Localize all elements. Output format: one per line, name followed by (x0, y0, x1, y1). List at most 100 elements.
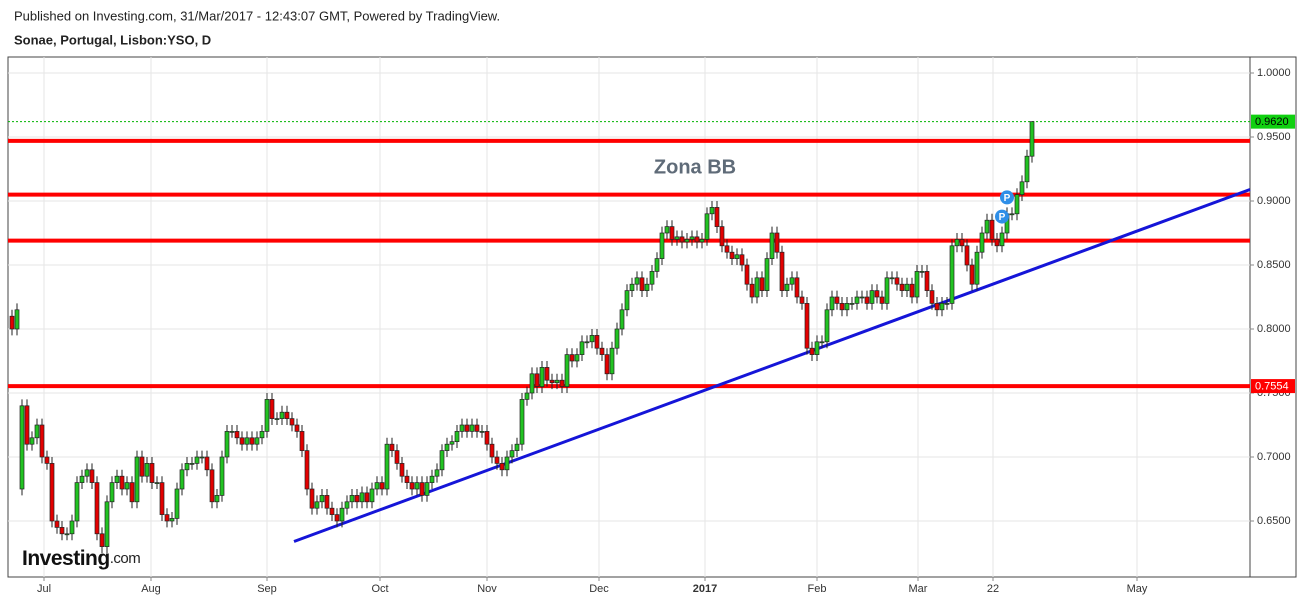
candle-body (819, 341, 825, 344)
candle-body (39, 424, 45, 458)
candle-body (969, 264, 975, 285)
zone-annotation: Zona BB (654, 156, 736, 178)
candle-body (619, 309, 625, 330)
candle-body (314, 501, 320, 509)
candle-body (259, 431, 265, 439)
symbol-title: Sonae, Portugal, Lisbon:YSO, D (14, 32, 211, 47)
candle-body (449, 441, 455, 445)
candle-body (434, 469, 440, 477)
candle-body (94, 482, 100, 535)
candle-body (664, 226, 670, 234)
candle-body (384, 443, 390, 490)
candle-body (684, 239, 690, 243)
candle-body (309, 488, 315, 509)
candle-body (264, 399, 270, 432)
candle-body (544, 367, 550, 381)
candle-body (669, 226, 675, 240)
candle-body (344, 501, 350, 509)
candle-body (149, 463, 155, 483)
candle-body (244, 437, 250, 445)
candle-body (359, 492, 365, 503)
candle-layer (9, 121, 1035, 553)
candle-body (829, 296, 835, 311)
candle-body (874, 290, 880, 298)
candle-body (744, 264, 750, 285)
candle-body (749, 283, 755, 298)
price-label: 0.7554 (1255, 380, 1289, 392)
candle-body (964, 245, 970, 266)
candle-body (719, 226, 725, 247)
candle-body (994, 239, 1000, 247)
candle-body (49, 463, 55, 522)
candle-body (479, 431, 485, 433)
x-tick-label: 2017 (693, 583, 717, 595)
candle-body (374, 482, 380, 490)
candle-body (534, 373, 540, 387)
price-label-box (1251, 114, 1295, 129)
candle-body (789, 277, 795, 285)
candle-body (954, 239, 960, 247)
candle-body (454, 431, 460, 442)
candle-body (474, 424, 480, 432)
candle-body (714, 207, 720, 227)
candle-body (409, 482, 415, 490)
candle-body (959, 239, 965, 247)
candle-body (629, 283, 635, 291)
candle-body (499, 463, 505, 471)
candle-body (484, 431, 490, 445)
candle-body (814, 341, 820, 355)
candle-body (644, 283, 650, 291)
candle-body (804, 303, 810, 349)
candle-body (774, 232, 780, 253)
candle-body (574, 354, 580, 362)
candle-body (79, 475, 85, 483)
candle-body (524, 392, 530, 400)
candle-body (564, 354, 570, 387)
candle-body (529, 373, 535, 394)
candle-body (649, 271, 655, 285)
candle-body (114, 475, 120, 483)
frame (7, 56, 1297, 578)
candle-body (214, 495, 220, 503)
candle-body (354, 495, 360, 503)
y-tick-label: 0.6500 (1257, 515, 1291, 527)
candle-body (869, 290, 875, 304)
candle-body (139, 456, 145, 477)
y-tick-label: 0.9500 (1257, 131, 1291, 143)
candle-body (539, 367, 545, 387)
y-tick-label: 0.9000 (1257, 195, 1291, 207)
trendline (293, 188, 1251, 543)
candle-body (379, 482, 385, 490)
candle-body (609, 347, 615, 375)
candle-body (174, 488, 180, 519)
x-tick-label: Dec (589, 583, 609, 595)
candle-body (924, 271, 930, 291)
candle-body (334, 514, 340, 522)
candle-body (639, 277, 645, 291)
candle-body (284, 411, 290, 419)
candle-body (864, 296, 870, 304)
candle-body (699, 239, 705, 243)
candle-body (254, 437, 260, 445)
candle-body (404, 475, 410, 483)
published-line: Published on Investing.com, 31/Mar/2017 … (14, 8, 500, 23)
candle-body (179, 469, 185, 490)
candle-body (614, 328, 620, 349)
candle-body (304, 450, 310, 490)
candle-body (19, 405, 25, 490)
candle-body (784, 283, 790, 291)
candle-body (1019, 181, 1025, 195)
line-layer (8, 121, 1251, 543)
candle-body (234, 431, 240, 439)
candle-body (319, 495, 325, 503)
candle-body (674, 236, 680, 240)
candle-body (704, 213, 710, 240)
candle-body (439, 450, 445, 471)
candle-body (779, 251, 785, 291)
candle-body (294, 424, 300, 432)
candle-body (634, 277, 640, 285)
candle-body (509, 450, 515, 458)
candle-body (729, 251, 735, 259)
candle-body (579, 341, 585, 355)
candle-body (224, 431, 230, 458)
